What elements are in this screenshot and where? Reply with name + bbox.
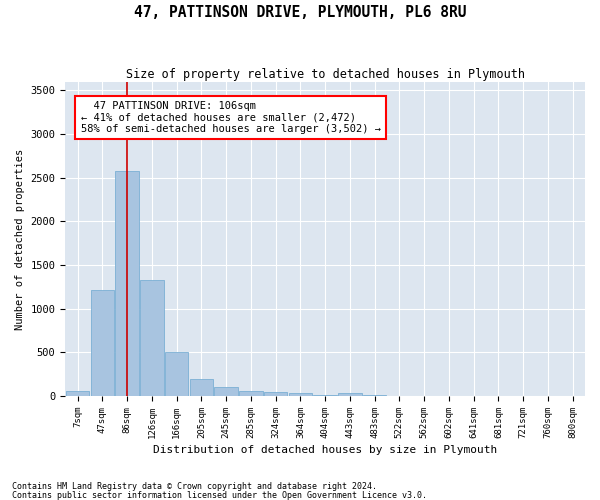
Title: Size of property relative to detached houses in Plymouth: Size of property relative to detached ho…: [125, 68, 524, 80]
Y-axis label: Number of detached properties: Number of detached properties: [15, 148, 25, 330]
Bar: [289, 393, 312, 396]
Bar: [313, 395, 337, 396]
Text: 47 PATTINSON DRIVE: 106sqm
← 41% of detached houses are smaller (2,472)
58% of s: 47 PATTINSON DRIVE: 106sqm ← 41% of deta…: [80, 101, 380, 134]
Bar: [190, 380, 213, 396]
Text: Contains public sector information licensed under the Open Government Licence v3: Contains public sector information licen…: [12, 490, 427, 500]
Bar: [66, 392, 89, 396]
Text: 47, PATTINSON DRIVE, PLYMOUTH, PL6 8RU: 47, PATTINSON DRIVE, PLYMOUTH, PL6 8RU: [134, 5, 466, 20]
Bar: [140, 280, 164, 396]
Bar: [91, 290, 114, 396]
Text: Contains HM Land Registry data © Crown copyright and database right 2024.: Contains HM Land Registry data © Crown c…: [12, 482, 377, 491]
Bar: [363, 395, 386, 396]
Bar: [264, 392, 287, 396]
Bar: [239, 392, 263, 396]
Bar: [165, 352, 188, 396]
X-axis label: Distribution of detached houses by size in Plymouth: Distribution of detached houses by size …: [153, 445, 497, 455]
Bar: [115, 171, 139, 396]
Bar: [214, 387, 238, 396]
Bar: [338, 393, 362, 396]
